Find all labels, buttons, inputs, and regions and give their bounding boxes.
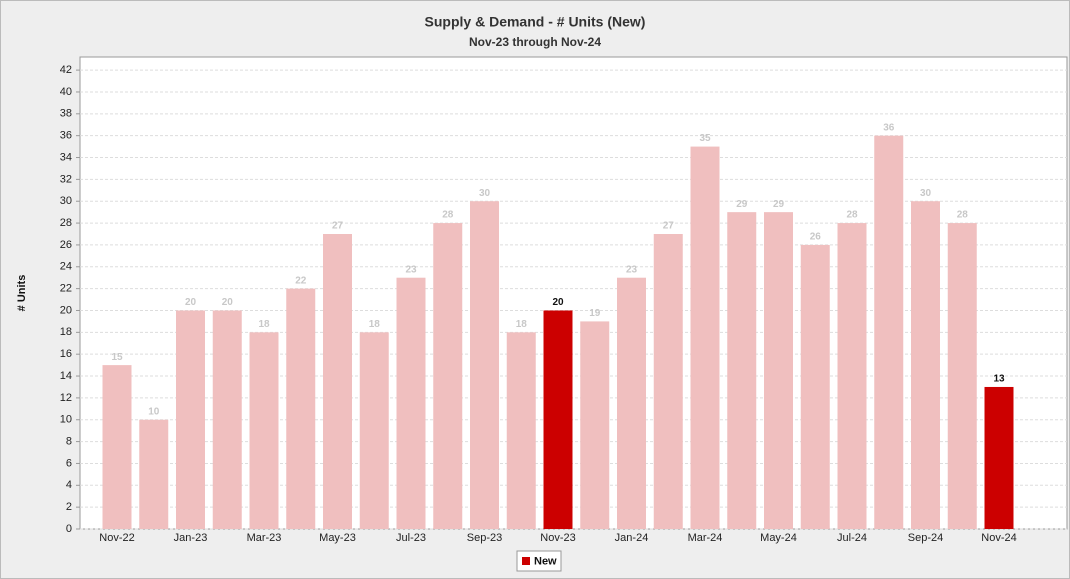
y-tick-label: 10 [60,414,72,426]
x-tick-label: Nov-24 [981,532,1016,544]
bar [653,234,683,529]
value-label: 10 [148,406,160,417]
x-tick-label: Jan-24 [615,532,649,544]
value-label: 29 [773,199,785,210]
value-label: 23 [405,264,417,275]
y-tick-label: 2 [66,501,72,513]
x-tick-label: Nov-23 [540,532,575,544]
bar [470,201,499,529]
y-tick-label: 8 [66,435,72,447]
y-axis-label: # Units [16,275,28,312]
value-label: 20 [552,297,564,308]
value-label: 22 [295,275,307,286]
y-tick-label: 42 [60,64,72,76]
value-label: 30 [920,188,932,199]
bar [286,288,316,529]
bar [506,332,536,529]
y-tick-label: 20 [60,304,72,316]
y-tick-label: 16 [60,348,72,360]
bar [543,310,573,529]
bar [212,310,242,529]
value-label: 15 [111,352,123,363]
value-label: 36 [883,122,895,133]
value-label: 35 [699,133,711,144]
bar [617,277,646,529]
bar [176,310,205,529]
value-label: 18 [516,319,528,330]
bar [359,332,389,529]
bar [764,212,793,530]
y-tick-label: 12 [60,392,72,404]
value-label: 27 [663,221,675,232]
bar [249,332,279,529]
x-tick-label: May-24 [760,532,797,544]
value-label: 29 [736,199,748,210]
legend-box [516,550,562,572]
x-tick-label: Jan-23 [174,532,208,544]
value-label: 27 [332,221,344,232]
bar [984,386,1014,529]
bar [102,365,132,529]
value-label: 28 [846,210,858,221]
bar [947,223,977,529]
legend-label: New [534,555,557,567]
chart-subtitle: Nov-23 through Nov-24 [469,35,601,49]
value-label: 26 [810,232,822,243]
bar [837,223,867,529]
bar [800,244,830,530]
x-tick-label: May-23 [319,532,356,544]
x-tick-label: Jul-23 [396,532,426,544]
bar [580,321,610,529]
y-tick-label: 14 [60,370,72,382]
bar [690,146,720,529]
value-label: 20 [185,297,197,308]
value-label: 13 [993,374,1005,385]
bar [139,419,169,529]
y-tick-label: 30 [60,195,72,207]
bar [911,201,940,529]
y-tick-label: 22 [60,283,72,295]
y-tick-label: 40 [60,86,72,98]
x-tick-label: Jul-24 [837,532,867,544]
y-tick-label: 0 [66,523,72,535]
y-tick-label: 4 [66,479,72,491]
bar [727,212,757,530]
bar [874,135,904,529]
y-tick-label: 36 [60,130,72,142]
bar [433,223,463,529]
y-tick-label: 18 [60,326,72,338]
value-label: 28 [442,210,454,221]
value-label: 18 [258,319,270,330]
legend-swatch [522,557,530,565]
y-tick-label: 34 [60,151,72,163]
y-tick-label: 24 [60,261,72,273]
value-label: 28 [957,210,969,221]
bar [396,277,426,529]
x-tick-label: Nov-22 [99,532,134,544]
y-tick-label: 32 [60,173,72,185]
x-tick-label: Mar-23 [247,532,282,544]
y-tick-label: 28 [60,217,72,229]
value-label: 18 [369,319,381,330]
y-tick-label: 6 [66,457,72,469]
x-tick-label: Mar-24 [688,532,723,544]
value-label: 30 [479,188,491,199]
y-tick-label: 26 [60,239,72,251]
bar [323,234,352,529]
x-tick-label: Sep-24 [908,532,943,544]
value-label: 19 [589,308,601,319]
value-label: 23 [626,264,638,275]
x-tick-label: Sep-23 [467,532,502,544]
chart-title: Supply & Demand - # Units (New) [425,14,646,30]
y-tick-label: 38 [60,108,72,120]
value-label: 20 [222,297,234,308]
